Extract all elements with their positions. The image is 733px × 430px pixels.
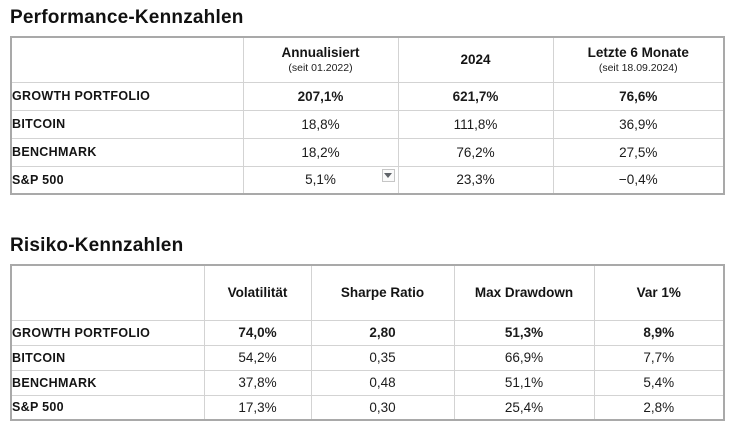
risk-corner-cell xyxy=(10,264,205,321)
triangle-glyph xyxy=(384,173,392,178)
table-row-benchmark: BENCHMARK 18,2% 76,2% 27,5% xyxy=(10,137,725,167)
column-sublabel: (seit 01.2022) xyxy=(288,62,353,75)
cell-value: −0,4% xyxy=(552,165,725,195)
performance-col-2024: 2024 xyxy=(397,36,554,83)
row-label: GROWTH PORTFOLIO xyxy=(10,81,244,111)
table-row-bitcoin: BITCOIN 18,8% 111,8% 36,9% xyxy=(10,109,725,139)
cell-value: 111,8% xyxy=(397,109,554,139)
row-label: GROWTH PORTFOLIO xyxy=(10,319,205,346)
cell-value-with-dropdown: 5,1% xyxy=(242,165,399,195)
cell-value: 17,3% xyxy=(203,394,312,421)
row-label: S&P 500 xyxy=(10,394,205,421)
performance-header-row: Annualisiert (seit 01.2022) 2024 Letzte … xyxy=(10,36,725,83)
cell-value: 18,2% xyxy=(242,137,399,167)
column-label: Var 1% xyxy=(636,285,681,301)
column-label: Volatilität xyxy=(227,285,288,301)
cell-value: 51,1% xyxy=(453,369,595,396)
cell-value: 25,4% xyxy=(453,394,595,421)
performance-corner-cell xyxy=(10,36,244,83)
risk-col-sharpe-ratio: Sharpe Ratio xyxy=(310,264,455,321)
cell-value: 0,48 xyxy=(310,369,455,396)
row-label: BITCOIN xyxy=(10,344,205,371)
performance-col-annualisiert: Annualisiert (seit 01.2022) xyxy=(242,36,399,83)
table-row-bitcoin: BITCOIN 54,2% 0,35 66,9% 7,7% xyxy=(10,344,725,371)
cell-value: 5,1% xyxy=(305,172,336,188)
performance-table: Annualisiert (seit 01.2022) 2024 Letzte … xyxy=(10,36,725,195)
cell-value: 2,8% xyxy=(593,394,725,421)
table-row-benchmark: BENCHMARK 37,8% 0,48 51,1% 5,4% xyxy=(10,369,725,396)
cell-value: 66,9% xyxy=(453,344,595,371)
dropdown-arrow-icon[interactable] xyxy=(381,168,395,182)
table-row-sp500: S&P 500 17,3% 0,30 25,4% 2,8% xyxy=(10,394,725,421)
cell-value: 23,3% xyxy=(397,165,554,195)
cell-value: 0,30 xyxy=(310,394,455,421)
cell-value: 2,80 xyxy=(310,319,455,346)
cell-value: 5,4% xyxy=(593,369,725,396)
table-row-growth-portfolio: GROWTH PORTFOLIO 207,1% 621,7% 76,6% xyxy=(10,81,725,111)
cell-value: 207,1% xyxy=(242,81,399,111)
cell-value: 7,7% xyxy=(593,344,725,371)
column-label: Max Drawdown xyxy=(474,285,574,301)
row-label: S&P 500 xyxy=(10,165,244,195)
cell-value: 54,2% xyxy=(203,344,312,371)
risk-table: Volatilität Sharpe Ratio Max Drawdown Va… xyxy=(10,264,725,421)
column-label: Sharpe Ratio xyxy=(340,285,425,301)
risk-col-var-1: Var 1% xyxy=(593,264,725,321)
risk-header-row: Volatilität Sharpe Ratio Max Drawdown Va… xyxy=(10,264,725,321)
performance-section-title: Performance-Kennzahlen xyxy=(10,7,244,28)
column-label: 2024 xyxy=(460,52,491,68)
cell-value: 37,8% xyxy=(203,369,312,396)
risk-section-title: Risiko-Kennzahlen xyxy=(10,235,184,256)
cell-value: 18,8% xyxy=(242,109,399,139)
performance-col-letzte-6-monate: Letzte 6 Monate (seit 18.09.2024) xyxy=(552,36,725,83)
row-label: BENCHMARK xyxy=(10,137,244,167)
cell-value: 8,9% xyxy=(593,319,725,346)
risk-col-volatilitaet: Volatilität xyxy=(203,264,312,321)
cell-value: 76,2% xyxy=(397,137,554,167)
column-label: Annualisiert xyxy=(281,45,360,61)
table-row-growth-portfolio: GROWTH PORTFOLIO 74,0% 2,80 51,3% 8,9% xyxy=(10,319,725,346)
column-sublabel: (seit 18.09.2024) xyxy=(598,62,678,75)
risk-col-max-drawdown: Max Drawdown xyxy=(453,264,595,321)
cell-value: 0,35 xyxy=(310,344,455,371)
cell-value: 51,3% xyxy=(453,319,595,346)
cell-value: 76,6% xyxy=(552,81,725,111)
cell-value: 74,0% xyxy=(203,319,312,346)
row-label: BENCHMARK xyxy=(10,369,205,396)
cell-value: 621,7% xyxy=(397,81,554,111)
page: Performance-Kennzahlen Annualisiert (sei… xyxy=(10,7,725,421)
cell-value: 36,9% xyxy=(552,109,725,139)
row-label: BITCOIN xyxy=(10,109,244,139)
column-label: Letzte 6 Monate xyxy=(587,45,689,61)
table-row-sp500: S&P 500 5,1% 23,3% −0,4% xyxy=(10,165,725,195)
cell-value: 27,5% xyxy=(552,137,725,167)
